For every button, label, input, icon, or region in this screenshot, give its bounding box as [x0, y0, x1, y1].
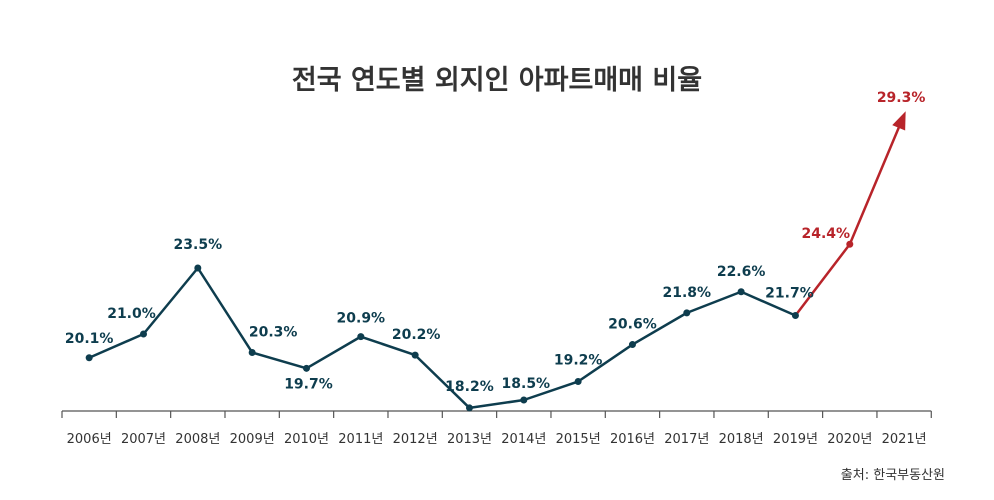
- data-label: 20.1%: [65, 331, 114, 347]
- data-point: [302, 364, 310, 372]
- data-label: 20.6%: [608, 317, 657, 333]
- x-tick-label: 2008년: [175, 432, 220, 447]
- x-tick-label: 2012년: [393, 432, 438, 447]
- data-labels: 20.1% 21.0% 23.5% 20.3% 19.7% 20.9% 20.2% 18.2%…: [65, 90, 926, 395]
- x-tick-label: 2018년: [719, 432, 764, 447]
- x-tick-label: 2020년: [827, 432, 872, 447]
- data-point: [139, 330, 147, 338]
- data-point: [357, 333, 365, 341]
- chart-title: 전국 연도별 외지인 아파트매매 비율: [292, 65, 702, 96]
- x-tick-label: 2009년: [230, 432, 275, 447]
- data-point: [846, 240, 854, 248]
- data-label: 20.2%: [392, 327, 441, 343]
- x-tick-label: 2021년: [882, 432, 927, 447]
- data-point: [683, 309, 691, 317]
- x-tick-label: 2019년: [773, 432, 818, 447]
- data-label: 18.5%: [502, 376, 551, 392]
- x-tick-label: 2017년: [664, 432, 709, 447]
- x-axis: 2006년 2007년 2008년 2009년 2010년 2011년 2012년 2013년…: [61, 410, 932, 447]
- data-label: 18.2%: [445, 379, 494, 395]
- data-point: [411, 351, 419, 359]
- data-point: [737, 288, 745, 296]
- x-tick-label: 2006년: [67, 432, 112, 447]
- x-tick-label: 2014년: [501, 432, 546, 447]
- data-label: 24.4%: [801, 226, 850, 242]
- data-point: [85, 354, 93, 362]
- x-tick-label: 2015년: [556, 432, 601, 447]
- data-label: 21.0%: [107, 306, 156, 322]
- x-tick-label: 2011년: [338, 432, 383, 447]
- data-label: 19.7%: [284, 376, 333, 392]
- main-series-line: [88, 266, 796, 410]
- x-tick-label: 2016년: [610, 432, 655, 447]
- x-tick-label: 2013년: [447, 432, 492, 447]
- data-label: 19.2%: [554, 353, 603, 369]
- data-label: 21.7%: [765, 286, 814, 302]
- data-point: [574, 378, 582, 386]
- data-point: [248, 348, 256, 356]
- data-label: 21.8%: [663, 285, 712, 301]
- data-label: 20.3%: [249, 324, 298, 340]
- data-label: 20.9%: [337, 311, 386, 327]
- data-point: [465, 404, 473, 412]
- source-note: 출처: 한국부동산원: [841, 468, 945, 483]
- series-lines: [88, 111, 906, 410]
- data-point: [791, 312, 799, 320]
- data-point: [194, 264, 202, 272]
- data-label: 22.6%: [717, 264, 766, 280]
- x-tick-label: 2010년: [284, 432, 329, 447]
- x-tick-label: 2007년: [121, 432, 166, 447]
- data-point: [628, 341, 636, 349]
- arrow-head: [892, 111, 906, 131]
- data-point: [520, 396, 528, 404]
- data-label: 23.5%: [174, 237, 223, 253]
- data-points: [85, 240, 854, 412]
- data-label: 29.3%: [877, 90, 926, 106]
